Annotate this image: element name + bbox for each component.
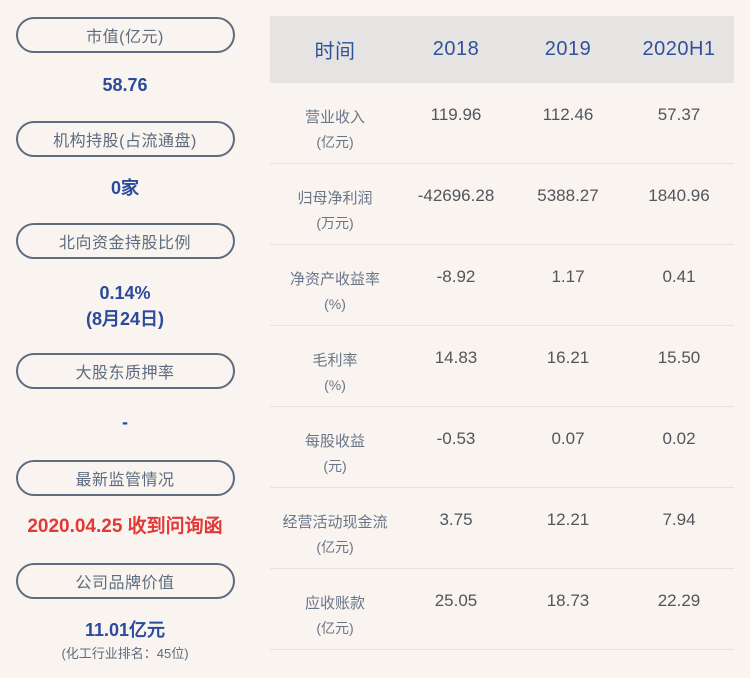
company-brand-value: 11.01亿元 — [84, 620, 166, 640]
cell-value: 0.41 — [662, 267, 696, 286]
pill-market-cap[interactable]: 市值(亿元) — [15, 17, 235, 53]
cell-value: 119.96 — [430, 105, 482, 124]
major-shareholder-pledge-value: - — [122, 412, 128, 432]
table-row-revenue: 营业收入 (亿元) 119.96 112.46 57.37 — [270, 83, 734, 164]
cell-value: -42696.28 — [417, 186, 495, 205]
cell-value: 1840.96 — [648, 186, 710, 205]
financials-table-header: 时间 2018 2019 2020H1 — [270, 16, 734, 83]
pill-institutional-holdings[interactable]: 机构持股(占流通盘) — [15, 121, 235, 157]
row-label: 归母净利润 — [297, 190, 373, 207]
row-unit: (元) — [323, 458, 347, 474]
header-col-2019: 2019 — [544, 38, 592, 60]
cell-value: 3.75 — [439, 510, 473, 529]
cell-value: 12.21 — [546, 510, 590, 529]
northbound-holding-percent: 0.14% — [99, 283, 151, 303]
cell-value: 5388.27 — [537, 186, 599, 205]
table-row-net-profit: 归母净利润 (万元) -42696.28 5388.27 1840.96 — [270, 164, 734, 245]
table-row-operating-cashflow: 经营活动现金流 (亿元) 3.75 12.21 7.94 — [270, 488, 734, 569]
pill-latest-regulatory-status[interactable]: 最新监管情况 — [15, 460, 235, 496]
row-unit: (亿元) — [316, 539, 354, 555]
brand-value-industry-rank: (化工行业排名：45位) — [61, 646, 189, 661]
pill-northbound-holding-ratio[interactable]: 北向资金持股比例 — [15, 223, 235, 259]
institutional-holdings-value: 0家 — [110, 178, 139, 198]
cell-value: 14.83 — [434, 348, 478, 367]
pill-company-brand-value[interactable]: 公司品牌价值 — [15, 563, 235, 599]
table-row-gross-margin: 毛利率 (%) 14.83 16.21 15.50 — [270, 326, 734, 407]
cell-value: 7.94 — [662, 510, 696, 529]
row-label: 净资产收益率 — [289, 271, 380, 288]
row-label: 经营活动现金流 — [282, 514, 388, 531]
row-label: 应收账款 — [304, 595, 365, 612]
row-label: 毛利率 — [312, 352, 358, 369]
row-unit: (%) — [324, 296, 346, 312]
row-unit: (亿元) — [316, 134, 354, 150]
row-unit: (亿元) — [316, 620, 354, 636]
cell-value: 15.50 — [657, 348, 701, 367]
cell-value: 16.21 — [546, 348, 590, 367]
cell-value: 22.29 — [657, 591, 701, 610]
row-unit: (万元) — [316, 215, 354, 231]
pill-major-shareholder-pledge[interactable]: 大股东质押率 — [15, 353, 235, 389]
cell-value: -8.92 — [436, 267, 476, 286]
header-col-2018: 2018 — [432, 38, 480, 60]
row-unit: (%) — [324, 377, 346, 393]
cell-value: 18.73 — [546, 591, 590, 610]
cell-value: 57.37 — [657, 105, 701, 124]
table-row-eps: 每股收益 (元) -0.53 0.07 0.02 — [270, 407, 734, 488]
row-label: 营业收入 — [304, 109, 365, 126]
cell-value: 112.46 — [542, 105, 594, 124]
cell-value: 0.07 — [551, 429, 585, 448]
market-cap-value: 58.76 — [102, 75, 148, 95]
cell-value: 25.05 — [434, 591, 478, 610]
northbound-holding-date: (8月24日) — [85, 309, 165, 329]
row-label: 每股收益 — [304, 433, 365, 450]
header-col-2020h1: 2020H1 — [642, 38, 716, 60]
cell-value: -0.53 — [436, 429, 476, 448]
cell-value: 1.17 — [551, 267, 585, 286]
table-row-roe: 净资产收益率 (%) -8.92 1.17 0.41 — [270, 245, 734, 326]
stock-metrics-sidebar: 市值(亿元) 58.76 机构持股(占流通盘) 0家 北向资金持股比例 0.14… — [15, 0, 235, 678]
financials-table: 时间 2018 2019 2020H1 营业收入 (亿元) 119.96 112… — [270, 16, 734, 650]
northbound-holding-value: 0.14% (8月24日) — [15, 280, 235, 332]
latest-regulatory-status-value: 2020.04.25 收到问询函 — [27, 516, 223, 537]
table-row-accounts-receivable: 应收账款 (亿元) 25.05 18.73 22.29 — [270, 569, 734, 650]
header-time-label: 时间 — [314, 41, 356, 63]
cell-value: 0.02 — [662, 429, 696, 448]
